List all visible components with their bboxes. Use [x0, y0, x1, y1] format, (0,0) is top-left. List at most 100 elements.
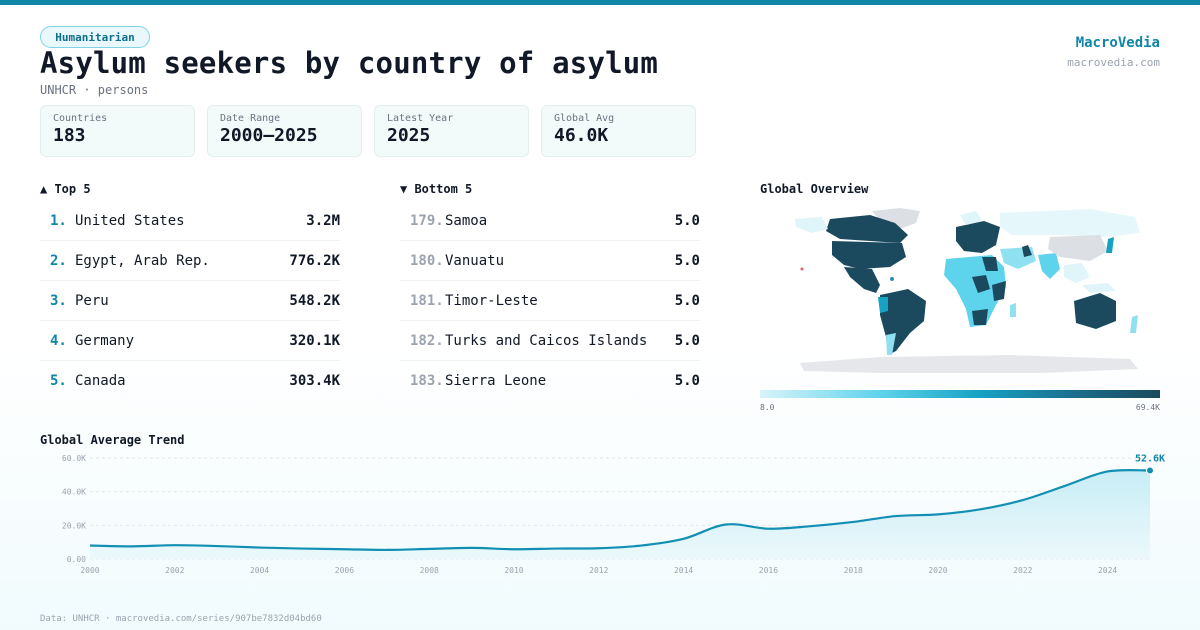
map-region-peru[interactable]: [878, 297, 888, 313]
data-source-footer: Data: UNHCR · macrovedia.com/series/907b…: [40, 614, 322, 624]
chart-title: Global Average Trend: [40, 433, 185, 447]
world-choropleth-map[interactable]: [760, 205, 1160, 380]
country-name: Timor-Leste: [445, 292, 538, 309]
map-region-new-zealand[interactable]: [1130, 315, 1138, 333]
country-value: 3.2M: [306, 212, 340, 229]
category-tag[interactable]: Humanitarian: [40, 26, 150, 48]
map-region-south-africa[interactable]: [972, 309, 988, 325]
map-region-central-africa[interactable]: [972, 275, 990, 293]
x-tick-label: 2000: [80, 566, 99, 575]
x-tick-label: 2006: [335, 566, 354, 575]
country-value: 5.0: [674, 373, 700, 389]
world-map-svg: [795, 208, 1140, 373]
scale-max-label: 69.4K: [1135, 403, 1160, 412]
rank-number: 180.: [410, 252, 444, 269]
map-region-united-states[interactable]: [832, 241, 906, 269]
data-point[interactable]: [1146, 466, 1154, 475]
map-region-antarctica[interactable]: [800, 355, 1138, 373]
country-value: 320.1K: [289, 332, 340, 349]
map-region-japan[interactable]: [1106, 237, 1114, 253]
country-value: 303.4K: [289, 373, 340, 389]
y-tick-label: 20.0K: [62, 521, 86, 530]
site-url: macrovedia.com: [1067, 56, 1160, 69]
map-region-iran[interactable]: [1022, 245, 1032, 257]
country-name: Canada: [75, 373, 126, 389]
rank-number: 182.: [410, 332, 444, 349]
country-name: Samoa: [445, 212, 488, 229]
stat-value: 2025: [387, 125, 431, 146]
list-item[interactable]: 4. Germany 320.1K: [40, 321, 340, 361]
bottom5-heading: ▼ Bottom 5: [400, 182, 473, 196]
y-tick-label: 60.0K: [62, 454, 86, 463]
map-region-east-africa[interactable]: [992, 281, 1006, 301]
list-item[interactable]: 1. United States 3.2M: [40, 201, 340, 241]
list-item[interactable]: 179. Samoa 5.0: [400, 201, 700, 241]
country-name: Egypt, Arab Rep.: [75, 252, 210, 269]
rank-number: 183.: [410, 373, 444, 389]
bottom5-list: 179. Samoa 5.0 180. Vanuatu 5.0 181. Tim…: [400, 201, 700, 401]
stat-value: 2000–2025: [220, 125, 318, 146]
x-tick-label: 2014: [674, 566, 693, 575]
rank-number: 4.: [50, 332, 67, 349]
rank-number: 2.: [50, 252, 67, 269]
map-region-southeast-asia[interactable]: [1064, 263, 1090, 283]
map-region-australia[interactable]: [1074, 293, 1116, 329]
stat-card-latest-year: Latest Year 2025: [374, 105, 529, 157]
x-tick-label: 2012: [589, 566, 608, 575]
list-item[interactable]: 182. Turks and Caicos Islands 5.0: [400, 321, 700, 361]
country-name: Sierra Leone: [445, 373, 547, 389]
country-value: 5.0: [674, 332, 700, 349]
country-value: 5.0: [674, 212, 700, 229]
country-value: 5.0: [674, 252, 700, 269]
map-region-middle-east[interactable]: [1000, 247, 1036, 269]
list-item[interactable]: 180. Vanuatu 5.0: [400, 241, 700, 281]
map-region-china[interactable]: [1048, 235, 1108, 261]
map-region-russia[interactable]: [1000, 209, 1140, 237]
map-region-madagascar[interactable]: [1010, 303, 1016, 317]
map-region-caribbean[interactable]: [890, 277, 894, 281]
map-region-canada[interactable]: [826, 215, 908, 243]
x-tick-label: 2002: [165, 566, 184, 575]
x-tick-label: 2016: [759, 566, 778, 575]
list-item[interactable]: 3. Peru 548.2K: [40, 281, 340, 321]
top5-heading: ▲ Top 5: [40, 182, 91, 196]
rank-number: 1.: [50, 212, 67, 229]
stat-label: Countries: [53, 113, 108, 124]
x-tick-label: 2020: [928, 566, 947, 575]
rank-number: 181.: [410, 292, 444, 309]
x-tick-label: 2018: [844, 566, 863, 575]
top-accent-bar: [0, 0, 1200, 5]
map-region-alaska[interactable]: [795, 217, 828, 233]
map-region-chile[interactable]: [886, 333, 896, 355]
list-item[interactable]: 5. Canada 303.4K: [40, 361, 340, 401]
stat-card-countries: Countries 183: [40, 105, 195, 157]
list-item[interactable]: 183. Sierra Leone 5.0: [400, 361, 700, 401]
map-region-europe[interactable]: [956, 221, 1000, 253]
map-region-indonesia[interactable]: [1082, 283, 1116, 293]
brand-logo[interactable]: MacroVedia: [1075, 35, 1160, 51]
map-region-africa[interactable]: [944, 255, 1006, 327]
list-item[interactable]: 181. Timor-Leste 5.0: [400, 281, 700, 321]
top5-list: 1. United States 3.2M 2. Egypt, Arab Rep…: [40, 201, 340, 401]
stat-value: 183: [53, 125, 86, 146]
country-name: United States: [75, 212, 185, 229]
x-tick-label: 2008: [420, 566, 439, 575]
trend-line: [89, 468, 1151, 552]
country-name: Peru: [75, 292, 109, 309]
trend-chart: 0.00 20.0K 40.0K 60.0K 2000 2002 2004 2006 2008 2…: [62, 453, 1165, 575]
country-name: Turks and Caicos Islands: [445, 332, 648, 349]
map-region-mexico[interactable]: [844, 267, 880, 293]
color-scale-legend: [760, 390, 1160, 398]
map-region-egypt[interactable]: [982, 257, 998, 271]
map-region-pacific-island[interactable]: [800, 267, 804, 271]
rank-number: 179.: [410, 212, 444, 229]
country-name: Vanuatu: [445, 252, 505, 269]
page-subtitle: UNHCR · persons: [40, 83, 149, 97]
x-tick-label: 2024: [1098, 566, 1117, 575]
map-region-india[interactable]: [1038, 253, 1060, 279]
trend-area: [90, 470, 1150, 559]
list-item[interactable]: 2. Egypt, Arab Rep. 776.2K: [40, 241, 340, 281]
map-region-scandinavia[interactable]: [960, 211, 982, 225]
y-tick-label: 0.00: [67, 555, 86, 564]
country-value: 5.0: [674, 292, 700, 309]
